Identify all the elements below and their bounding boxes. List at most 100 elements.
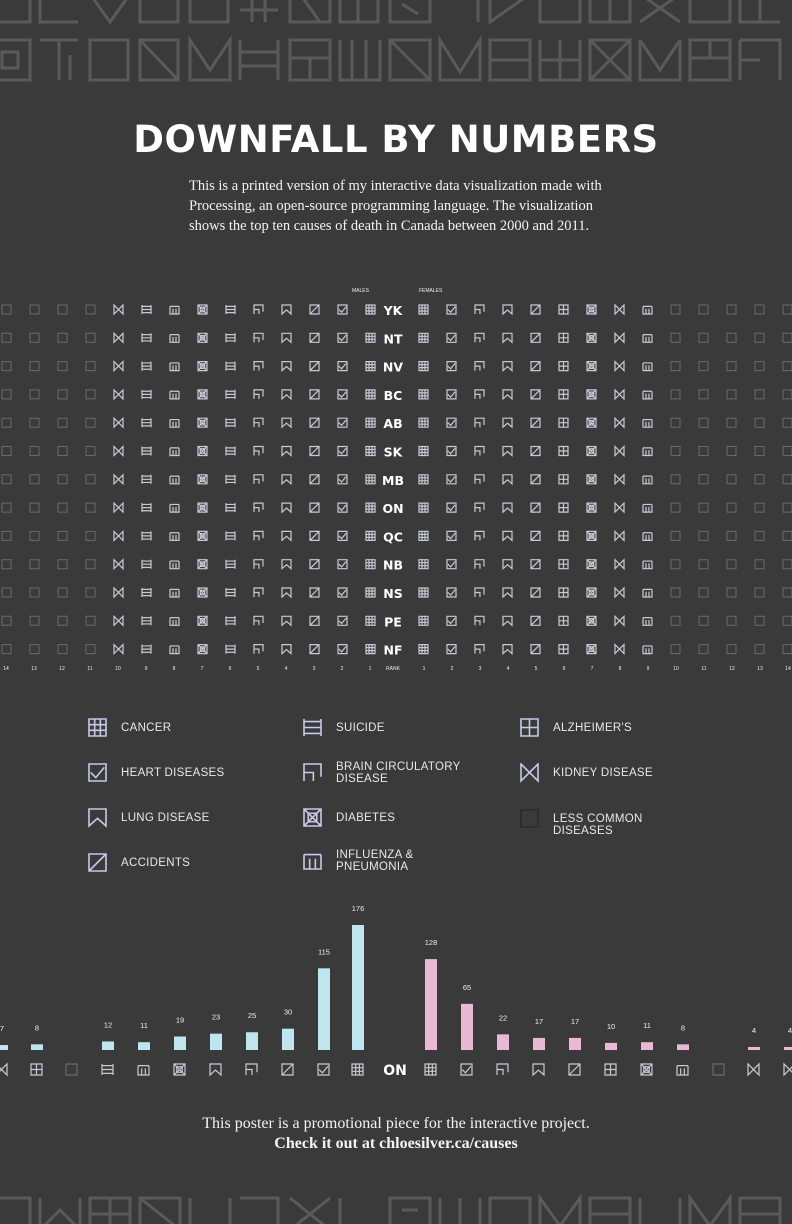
less-icon xyxy=(670,417,681,428)
brain-icon xyxy=(474,559,485,569)
heart-icon xyxy=(337,332,348,343)
lung-icon xyxy=(532,1063,545,1077)
cancer-icon xyxy=(418,304,429,315)
less-icon xyxy=(726,559,737,570)
less-icon xyxy=(726,446,737,456)
less-icon xyxy=(698,446,709,456)
female-rank-label: 5 xyxy=(534,666,538,672)
brain-icon xyxy=(474,587,485,597)
bar xyxy=(31,1044,43,1050)
less-icon xyxy=(57,615,68,626)
brain-icon xyxy=(253,615,264,626)
less-icon xyxy=(29,530,40,541)
suicide-icon xyxy=(141,588,152,597)
heart-icon xyxy=(317,1063,330,1076)
kidney-icon xyxy=(614,473,625,486)
influenza-icon xyxy=(642,588,653,598)
legend-label: LESS COMMON DISEASES xyxy=(553,813,643,837)
legend-label: INFLUENZA & PNEUMONIA xyxy=(336,849,414,873)
less-icon xyxy=(1,446,12,456)
less-icon xyxy=(57,530,68,541)
bar-value-label: 19 xyxy=(176,1016,184,1025)
female-rank-label: 8 xyxy=(618,666,622,672)
heart-icon xyxy=(446,304,457,315)
less-icon xyxy=(698,389,709,400)
less-icon xyxy=(85,332,96,343)
legend-label: ACCIDENTS xyxy=(121,857,191,869)
footer-link[interactable]: Check it out at chloesilver.ca/causes xyxy=(274,1135,518,1152)
accidents-icon xyxy=(530,445,541,457)
less-icon xyxy=(29,644,40,655)
diabetes-icon xyxy=(197,474,208,485)
suicide-icon xyxy=(141,361,152,371)
diabetes-icon xyxy=(197,559,208,570)
kidney-icon xyxy=(113,501,124,514)
kidney-icon xyxy=(0,1062,8,1077)
less-icon xyxy=(782,559,792,570)
province-label: ON xyxy=(382,501,403,516)
bar xyxy=(748,1047,760,1050)
alzheimers-icon xyxy=(558,332,569,343)
bottom-pattern-band xyxy=(0,1193,782,1224)
alzheimers-icon xyxy=(558,474,569,485)
province-label: PE xyxy=(384,614,402,629)
heart-icon-wrap xyxy=(88,763,107,782)
accidents-icon xyxy=(309,332,320,343)
less-icon xyxy=(85,474,96,485)
cancer-icon xyxy=(418,417,429,428)
alzheimers-icon xyxy=(558,445,569,457)
accidents-icon xyxy=(88,853,107,872)
brain-icon xyxy=(253,389,264,399)
bar-value-label: 30 xyxy=(284,1008,292,1017)
less-icon xyxy=(1,332,12,343)
alzheimers-icon-wrap xyxy=(520,718,539,737)
accidents-icon xyxy=(530,304,541,315)
bar-value-label: 25 xyxy=(248,1011,256,1020)
lung-icon xyxy=(281,332,292,344)
less-icon xyxy=(520,809,539,828)
less-icon xyxy=(698,644,709,655)
cancer-icon xyxy=(365,530,376,541)
accidents-icon xyxy=(530,530,541,541)
bar-value-label: 115 xyxy=(318,947,330,956)
cancer-icon xyxy=(418,360,429,372)
lung-icon xyxy=(281,559,292,571)
influenza-icon xyxy=(676,1065,689,1076)
heart-icon xyxy=(446,502,457,513)
kidney-icon xyxy=(113,303,124,316)
suicide-icon xyxy=(225,305,236,314)
suicide-icon xyxy=(141,474,152,484)
bar-value-label: 8 xyxy=(681,1023,685,1032)
influenza-icon xyxy=(642,334,653,343)
less-icon xyxy=(29,474,40,485)
bar xyxy=(605,1042,617,1050)
bar-value-label: 65 xyxy=(463,983,471,992)
cancer-icon xyxy=(365,304,376,315)
rank-axis: 14 13 12 11 10 9 8 7 6 5 4 3 2 1 RANK 1 2 3 4 5 6 7 8 9 10 11 12 13… xyxy=(0,666,792,676)
bar xyxy=(318,968,330,1050)
suicide-icon xyxy=(141,559,152,569)
less-icon xyxy=(57,587,68,598)
less-icon xyxy=(29,559,40,570)
less-icon xyxy=(782,304,792,315)
cancer-icon xyxy=(418,644,429,655)
legend-label: HEART DISEASES xyxy=(121,767,225,779)
heart-icon xyxy=(337,304,348,315)
less-icon xyxy=(29,417,40,428)
province-label: NT xyxy=(384,331,403,346)
less-icon xyxy=(782,644,792,655)
less-icon xyxy=(57,644,68,655)
bar xyxy=(425,959,437,1050)
alzheimers-icon xyxy=(558,502,569,513)
less-icon xyxy=(1,304,12,315)
heart-icon xyxy=(446,587,457,598)
kidney-icon xyxy=(113,473,124,486)
accidents-icon xyxy=(530,615,541,626)
brain-icon xyxy=(474,417,485,428)
kidney-icon xyxy=(614,416,625,429)
influenza-icon xyxy=(169,560,180,570)
cancer-icon-wrap xyxy=(88,718,107,737)
male-rank-label: 2 xyxy=(340,666,344,672)
kidney-icon xyxy=(113,558,124,571)
province-label: MB xyxy=(382,473,404,488)
